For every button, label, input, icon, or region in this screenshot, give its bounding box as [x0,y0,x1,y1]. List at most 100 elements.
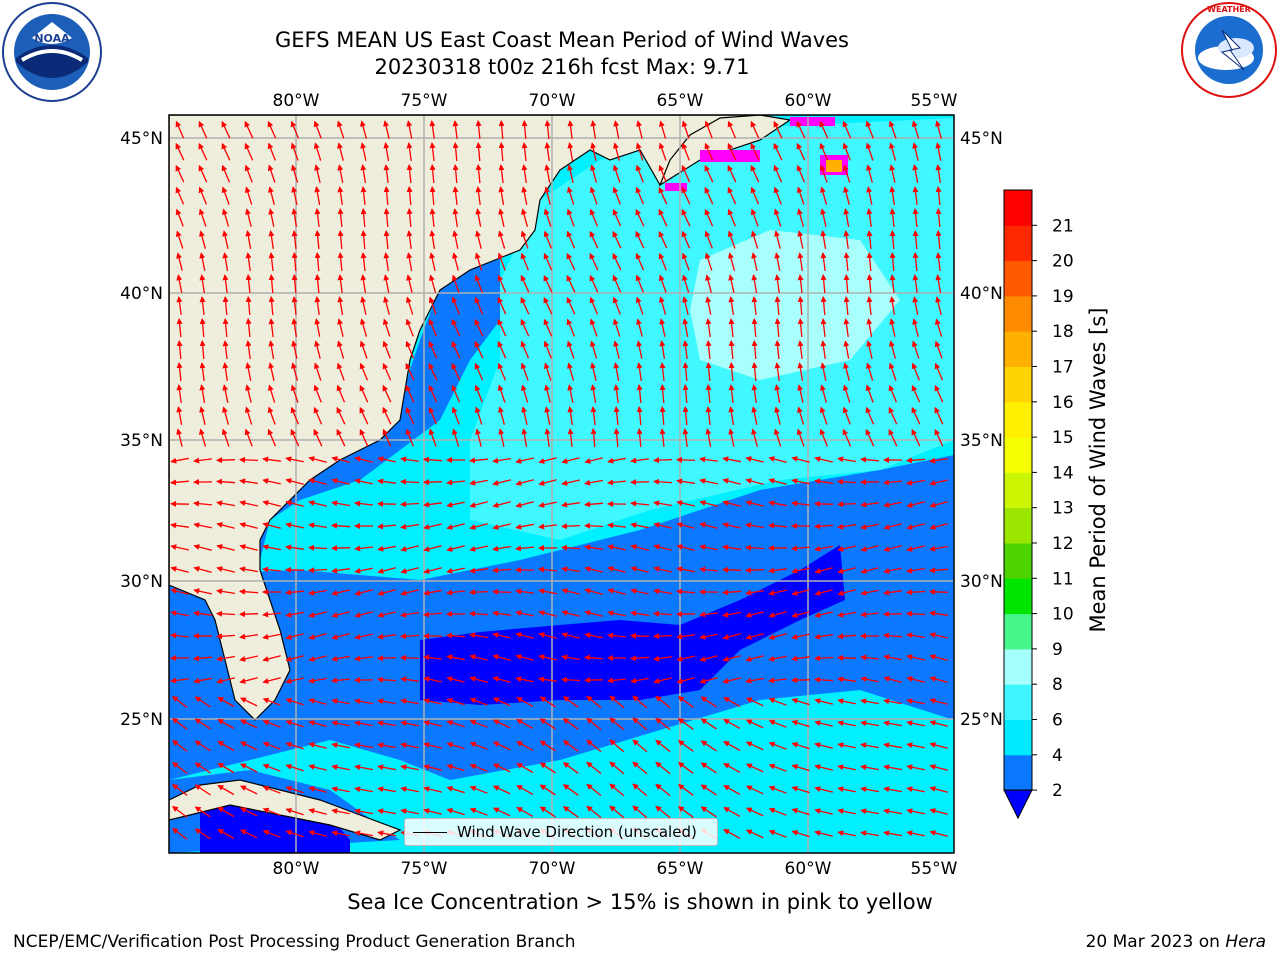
wind-wave-arrow [751,318,758,338]
wind-wave-arrow [561,588,580,595]
wind-wave-arrow [584,479,604,486]
wind-wave-arrow [446,654,465,661]
colorbar-segment [1004,472,1032,509]
wind-wave-arrow [217,740,235,752]
wind-wave-arrow [866,208,873,227]
wind-wave-arrow [889,142,897,161]
wind-wave-arrow [632,761,648,775]
colorbar-segment [1004,684,1032,720]
wind-wave-arrow [723,785,741,795]
wind-wave-arrow [883,786,903,793]
wind-wave-arrow [677,784,694,796]
wind-wave-arrow [331,786,350,793]
colorbar-tick-label: 4 [1052,746,1063,766]
wind-wave-arrow [659,384,666,404]
wind-wave-arrow [722,544,741,551]
wind-wave-arrow [681,142,690,161]
wind-wave-arrow [612,252,622,271]
wind-wave-arrow [681,164,691,183]
wind-wave-arrow [912,208,919,228]
wind-wave-arrow [934,428,944,447]
wind-wave-arrow [354,786,374,793]
wind-wave-arrow [377,567,396,574]
wind-wave-arrow [538,588,557,595]
wind-wave-arrow [400,742,419,749]
wind-wave-arrow [521,406,528,425]
wind-wave-arrow [589,274,599,293]
wind-wave-arrow [539,718,556,730]
wind-wave-arrow [216,610,236,617]
wind-wave-arrow [314,296,321,315]
wind-wave-arrow [377,611,396,618]
wind-wave-arrow [337,296,344,316]
lat-label-left: 40°N [120,284,163,304]
wind-wave-arrow [723,763,741,773]
wind-wave-arrow [475,142,482,162]
wind-wave-arrow [750,186,760,205]
wind-wave-arrow [636,362,643,381]
wind-wave-arrow [561,479,580,486]
wind-wave-arrow [589,208,599,227]
wind-wave-arrow [331,522,351,529]
wind-wave-arrow [796,186,805,205]
wind-wave-arrow [704,208,714,227]
wind-wave-arrow [194,740,211,752]
wind-wave-arrow [681,120,690,139]
wind-wave-arrow [751,274,758,294]
wind-wave-arrow [609,739,625,753]
wind-wave-arrow [837,567,856,574]
wind-wave-arrow [539,762,556,774]
wind-wave-arrow [475,230,482,249]
wind-wave-arrow [538,523,557,530]
wind-wave-arrow [543,230,552,249]
wind-wave-arrow [262,544,281,551]
wind-wave-arrow [268,362,275,381]
wind-wave-arrow [175,208,184,227]
colorbar-segment [1004,190,1032,226]
wind-wave-arrow [860,545,879,552]
colorbar-tick-label: 13 [1052,499,1074,519]
wind-wave-arrow [774,296,781,316]
nws-logo: WEATHER [1181,2,1277,98]
wind-wave-arrow [630,544,649,551]
wind-wave-arrow [586,695,602,709]
wind-wave-arrow [912,252,919,272]
wind-wave-arrow [354,589,373,596]
wind-wave-arrow [423,567,442,574]
wind-wave-arrow [935,208,942,228]
wind-wave-arrow [377,523,397,530]
wind-wave-arrow [359,340,368,359]
wind-wave-arrow [613,406,620,426]
wind-wave-arrow [567,428,574,447]
wind-wave-arrow [676,478,695,485]
wind-wave-arrow [820,384,828,403]
colorbar-segment [1004,578,1032,615]
wind-wave-arrow [239,741,258,751]
wind-wave-arrow [681,186,691,205]
wind-wave-arrow [814,523,834,530]
wind-wave-arrow [400,523,420,530]
wind-wave-arrow [814,589,833,596]
wind-wave-arrow [406,120,413,139]
wind-wave-arrow [377,589,396,596]
wind-wave-arrow [198,208,207,227]
wind-wave-arrow [705,362,712,382]
wind-wave-arrow [566,186,575,205]
wind-wave-arrow [331,655,350,662]
wind-wave-arrow [883,764,903,771]
wind-wave-arrow [562,762,579,774]
wind-wave-arrow [360,164,367,184]
wind-wave-arrow [567,142,574,162]
wind-wave-arrow [544,428,551,447]
wind-wave-arrow [360,142,367,161]
wind-wave-arrow [492,545,512,552]
wind-wave-arrow [866,164,873,183]
wind-wave-arrow [539,740,556,752]
wind-wave-arrow [193,457,212,464]
wind-wave-arrow [704,164,714,183]
wind-wave-arrow [170,610,189,617]
wind-wave-arrow [172,783,188,796]
wind-wave-arrow [773,208,782,227]
wind-wave-arrow [797,362,804,382]
